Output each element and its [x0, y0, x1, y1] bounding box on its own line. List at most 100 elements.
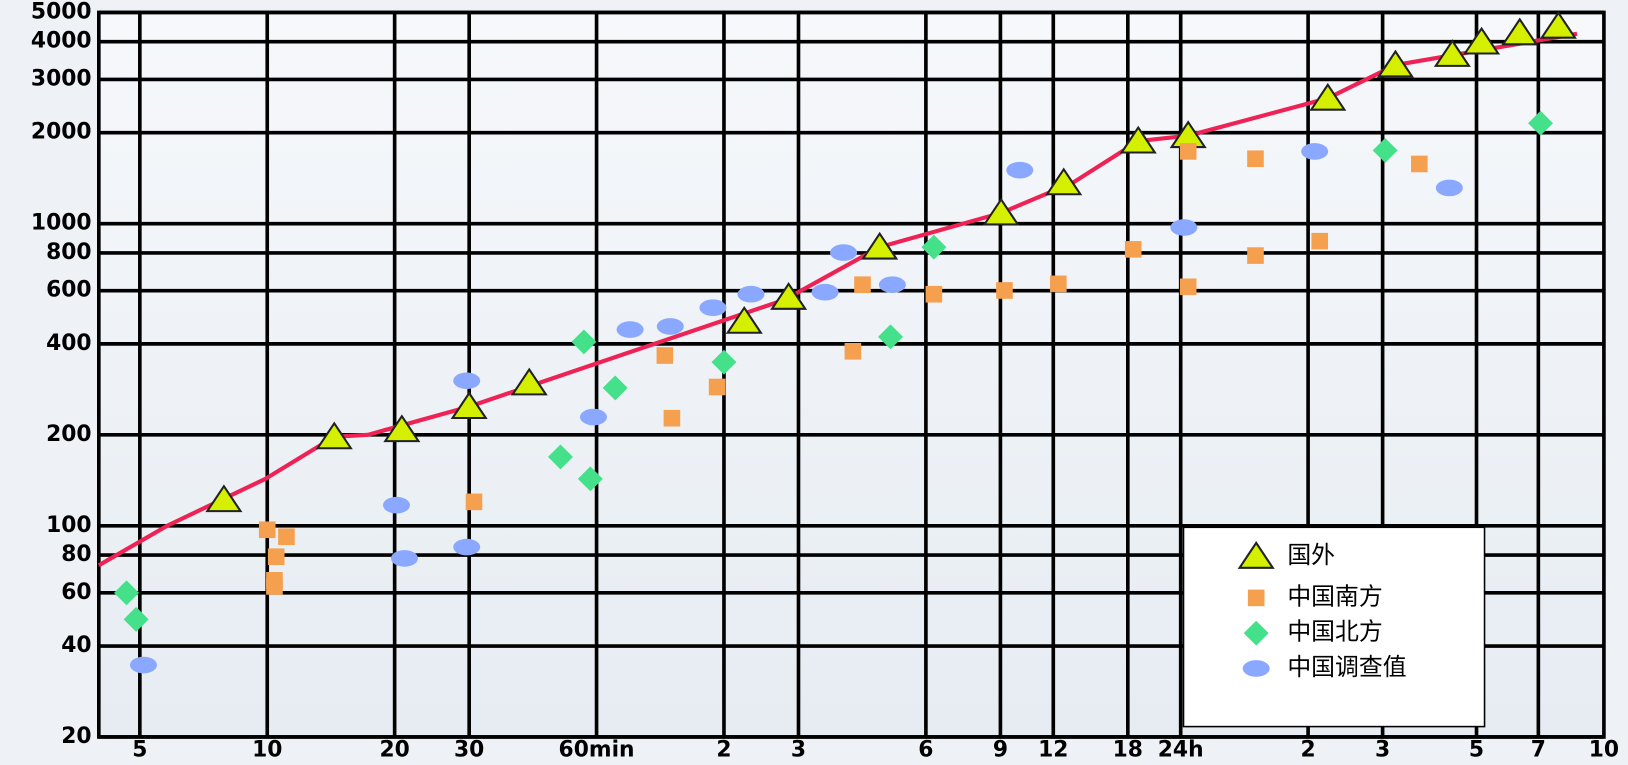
diamond-marker	[123, 606, 149, 632]
y-tick-label: 400	[46, 331, 91, 356]
legend-label: 中国调查值	[1287, 653, 1406, 681]
x-tick-label: 3	[791, 737, 806, 762]
x-tick-label: 30	[454, 737, 484, 762]
y-tick-label: 600	[46, 278, 91, 303]
square-marker	[1179, 143, 1197, 160]
square-marker	[1124, 241, 1142, 258]
y-tick-label: 4000	[31, 29, 92, 54]
plot-frame	[97, 10, 1606, 739]
diamond-marker	[114, 580, 139, 606]
x-tick-label: 18	[1113, 737, 1143, 762]
ellipse-marker	[830, 244, 858, 261]
diamond-marker	[921, 234, 947, 260]
triangle-marker	[1237, 540, 1275, 569]
y-tick-label: 80	[61, 542, 91, 567]
ellipse-marker	[1242, 660, 1270, 677]
ellipse-marker	[390, 550, 418, 567]
x-tick-label: 6	[918, 737, 933, 762]
ellipse-marker	[1170, 219, 1198, 236]
diamond-marker	[577, 466, 603, 492]
triangle-marker	[315, 421, 353, 450]
y-tick-label: 200	[46, 422, 91, 447]
square-marker	[1311, 232, 1329, 250]
y-tick-label: 800	[46, 240, 91, 265]
y-tick-label: 2000	[31, 120, 92, 145]
triangle-marker	[1119, 125, 1157, 154]
square-marker	[258, 521, 276, 539]
y-tick-label: 1000	[31, 211, 92, 236]
ellipse-marker	[1301, 143, 1329, 160]
square-marker	[1247, 589, 1265, 607]
ellipse-marker	[878, 276, 906, 293]
x-tick-label: 10	[252, 737, 282, 762]
y-tick-label: 40	[61, 633, 91, 658]
ellipse-marker	[811, 283, 839, 301]
ellipse-marker	[453, 538, 481, 556]
square-marker	[266, 578, 283, 595]
square-marker	[663, 409, 681, 427]
triangle-marker	[725, 305, 763, 334]
ellipse-marker	[1006, 161, 1034, 179]
x-tick-label: 3	[1375, 737, 1390, 762]
square-marker	[844, 342, 862, 360]
square-marker	[1050, 275, 1067, 293]
legend-box	[1182, 526, 1486, 728]
square-marker	[465, 493, 483, 511]
x-tick-label: 20	[379, 737, 409, 762]
square-marker	[708, 378, 726, 396]
diamond-marker	[548, 444, 573, 470]
ellipse-marker	[129, 656, 157, 674]
triangle-marker	[205, 484, 243, 513]
triangle-marker	[1376, 49, 1414, 78]
square-marker	[925, 285, 943, 303]
triangle-marker	[1309, 82, 1347, 111]
legend-label: 中国南方	[1287, 582, 1382, 610]
x-tick-label: 9	[993, 737, 1008, 762]
ellipse-marker	[616, 321, 644, 338]
ellipse-marker	[579, 408, 607, 426]
y-tick-label: 100	[46, 513, 91, 538]
y-tick-label: 5000	[31, 0, 92, 24]
triangle-marker	[861, 231, 899, 260]
y-tick-label: 60	[61, 580, 91, 605]
x-tick-label: 10	[1589, 737, 1619, 762]
square-marker	[656, 347, 674, 364]
triangle-marker	[1539, 10, 1577, 39]
triangle-marker	[510, 367, 548, 396]
square-marker	[854, 276, 871, 293]
ellipse-marker	[737, 285, 765, 303]
triangle-marker	[1501, 17, 1539, 46]
x-tick-label: 5	[132, 737, 147, 762]
x-tick-label: 12	[1038, 737, 1068, 762]
x-tick-label: 2	[1301, 737, 1316, 762]
x-tick-label: 24h	[1158, 737, 1204, 762]
x-tick-label: 60min	[559, 737, 635, 762]
legend-label: 国外	[1287, 541, 1335, 569]
diamond-marker	[602, 375, 628, 401]
x-tick-label: 5	[1469, 737, 1484, 762]
ellipse-marker	[382, 496, 410, 514]
triangle-marker	[982, 197, 1020, 226]
x-tick-label: 7	[1531, 737, 1546, 762]
triangle-marker	[1462, 26, 1501, 55]
ellipse-marker	[699, 299, 727, 317]
triangle-marker	[1433, 39, 1471, 67]
square-marker	[278, 528, 295, 546]
triangle-marker	[450, 391, 488, 420]
square-marker	[267, 548, 285, 566]
square-marker	[1179, 278, 1197, 296]
diamond-marker	[1243, 620, 1269, 646]
triangle-marker	[770, 282, 808, 310]
ellipse-marker	[453, 372, 481, 390]
triangle-marker	[383, 414, 421, 443]
square-marker	[1411, 155, 1428, 173]
legend-label: 中国北方	[1287, 618, 1382, 646]
ellipse-marker	[656, 318, 684, 335]
square-marker	[996, 282, 1013, 299]
y-tick-label: 3000	[31, 66, 92, 91]
square-marker	[1247, 247, 1264, 264]
y-tick-label: 20	[61, 724, 91, 749]
triangle-marker	[1045, 167, 1083, 196]
